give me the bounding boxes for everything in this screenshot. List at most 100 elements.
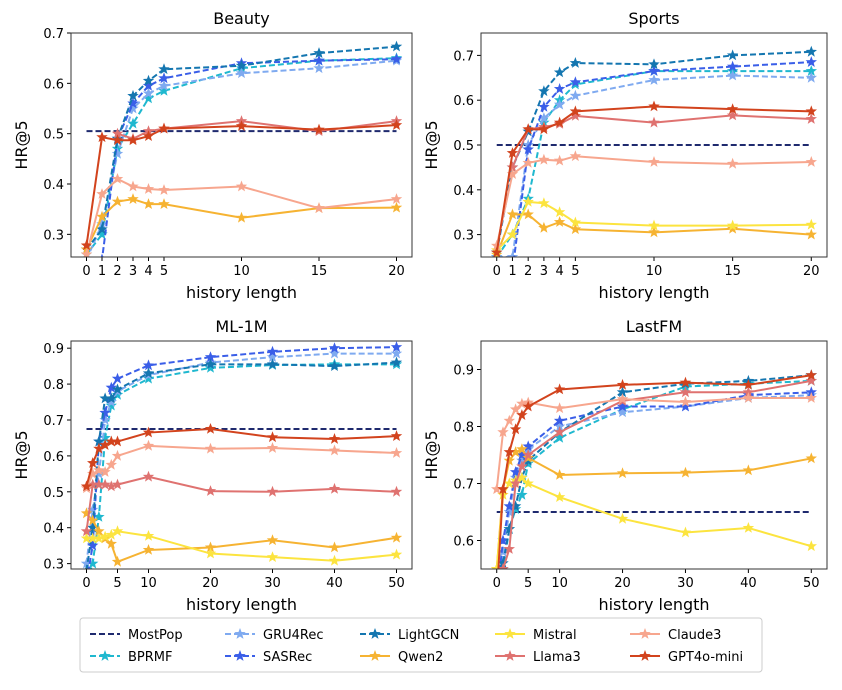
data-point <box>127 193 139 204</box>
y-tick-label: 0.6 <box>43 77 64 92</box>
data-point <box>158 184 170 195</box>
data-point <box>616 400 629 412</box>
data-point <box>328 444 341 456</box>
data-point <box>516 397 528 409</box>
data-point <box>235 67 248 79</box>
legend-marker <box>99 650 111 661</box>
series-line <box>85 475 397 532</box>
data-point <box>142 367 155 379</box>
data-point <box>111 449 124 461</box>
data-point <box>111 383 124 395</box>
data-point <box>491 592 502 603</box>
legend-label: BPRMF <box>128 650 172 665</box>
x-tick-label: 3 <box>129 264 137 279</box>
data-point <box>648 58 660 70</box>
x-tick-label: 10 <box>551 576 568 591</box>
x-tick-label: 2 <box>524 264 532 279</box>
data-point <box>805 228 817 240</box>
legend-marker <box>639 650 651 661</box>
data-point <box>142 79 155 91</box>
series-line <box>85 444 397 489</box>
x-tick-label: 10 <box>233 264 250 279</box>
data-point <box>87 557 99 569</box>
data-point <box>99 414 111 425</box>
y-tick-label: 0.5 <box>453 139 474 154</box>
data-point <box>491 592 502 603</box>
x-tick-label: 5 <box>571 264 579 279</box>
legend-marker <box>234 650 246 661</box>
series-llama3 <box>111 115 403 144</box>
data-point <box>553 206 566 218</box>
data-point <box>328 360 341 371</box>
data-point <box>96 210 108 222</box>
data-point <box>516 460 528 472</box>
data-point <box>742 386 755 398</box>
x-tick-label: 20 <box>803 264 820 279</box>
y-tick-label: 0.9 <box>453 364 474 379</box>
data-point <box>111 555 124 567</box>
data-point <box>266 431 279 443</box>
legend-item-llama3: Llama3 <box>495 650 581 665</box>
data-point <box>553 154 566 166</box>
y-tick-label: 0.4 <box>453 184 474 199</box>
axes-frame <box>70 340 413 570</box>
x-tick-label: 15 <box>724 264 741 279</box>
data-point <box>805 540 817 552</box>
data-point <box>503 500 515 512</box>
y-tick-label: 0.3 <box>43 228 64 243</box>
data-point <box>726 219 739 231</box>
series-line <box>501 379 812 569</box>
data-point <box>142 92 155 104</box>
data-point <box>204 442 217 454</box>
data-point <box>538 197 550 209</box>
data-point <box>390 119 403 130</box>
series-gpt4o-mini <box>491 369 817 603</box>
data-point <box>569 223 582 235</box>
data-point <box>516 443 528 455</box>
x-tick-label: 0 <box>493 264 501 279</box>
data-point <box>553 98 566 110</box>
data-point <box>522 449 534 460</box>
data-point <box>497 534 509 546</box>
x-axis-label: history length <box>598 283 709 302</box>
legend-label: GRU4Rec <box>263 628 324 643</box>
series-bprmf <box>80 52 403 257</box>
series-gru4rec <box>491 389 817 603</box>
data-point <box>491 239 503 251</box>
x-tick-label: 50 <box>388 576 405 591</box>
data-point <box>553 116 566 128</box>
data-point <box>158 72 170 84</box>
x-tick-label: 0 <box>493 576 501 591</box>
data-point <box>390 548 403 560</box>
data-point <box>235 180 248 192</box>
data-point <box>204 351 217 362</box>
x-axis-label: history length <box>186 595 297 614</box>
data-point <box>235 120 248 131</box>
y-tick-label: 0.6 <box>453 535 474 550</box>
y-axis-label: HR@5 <box>12 120 31 169</box>
data-point <box>142 530 155 541</box>
subplot-sports: Sports history length HR@5 0 1 2 3 4 5 10 15 20 0.3 0… <box>422 9 828 302</box>
data-point <box>805 113 817 124</box>
legend-item-lightgcn: LightGCN <box>360 628 459 643</box>
data-point <box>328 541 341 553</box>
data-point <box>105 396 117 407</box>
x-tick-label: 0 <box>82 576 90 591</box>
series-qwen2 <box>491 208 817 257</box>
data-point <box>80 507 93 519</box>
x-tick-label: 1 <box>98 264 106 279</box>
y-tick-label: 0.6 <box>43 450 64 465</box>
legend-marker <box>639 628 651 639</box>
axes-frame <box>70 32 413 258</box>
data-point <box>648 156 660 167</box>
data-point <box>538 221 550 233</box>
data-point <box>390 447 403 458</box>
subplot-title: Sports <box>628 9 679 28</box>
series-qwen2 <box>80 193 403 255</box>
data-point <box>105 381 117 393</box>
x-tick-label: 50 <box>803 576 820 591</box>
series-sasrec <box>497 386 817 569</box>
data-point <box>503 454 515 466</box>
data-point <box>87 457 99 468</box>
data-point <box>313 62 325 74</box>
